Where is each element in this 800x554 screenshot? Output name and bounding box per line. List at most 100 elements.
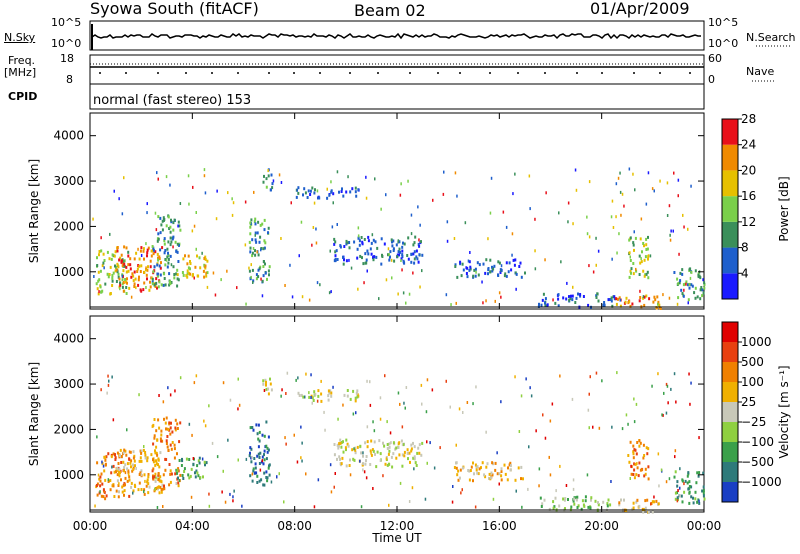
data-cell: [269, 377, 271, 381]
data-cell: [627, 422, 629, 426]
data-cell: [205, 274, 208, 278]
data-cell: [688, 286, 691, 290]
data-cell: [410, 213, 413, 217]
data-cell: [164, 249, 167, 252]
data-cell: [694, 269, 697, 273]
data-cell: [339, 441, 342, 445]
data-cell: [630, 472, 633, 476]
data-cell: [478, 263, 481, 267]
data-cell: [606, 504, 609, 508]
data-cell: [472, 479, 474, 483]
data-cell: [653, 500, 656, 504]
data-cell: [702, 291, 705, 295]
data-cell: [404, 406, 406, 410]
data-cell: [588, 426, 590, 430]
data-cell: [494, 461, 497, 465]
data-cell: [133, 454, 136, 458]
data-cell: [280, 394, 282, 398]
data-cell: [176, 422, 179, 426]
nave-tick-top: 60: [708, 52, 722, 65]
data-cell: [411, 486, 414, 490]
data-cell: [123, 262, 126, 266]
data-cell: [182, 273, 185, 277]
data-cell: [134, 464, 136, 468]
data-cell: [401, 253, 404, 257]
data-cell: [636, 498, 639, 502]
freq-dot: [489, 72, 491, 74]
data-cell: [249, 250, 252, 254]
data-cell: [262, 462, 265, 466]
data-cell: [189, 262, 192, 265]
data-cell: [157, 177, 159, 181]
data-cell: [610, 299, 613, 303]
data-cell: [426, 440, 428, 444]
data-cell: [657, 302, 659, 306]
data-cell: [407, 257, 410, 261]
data-cell: [158, 465, 161, 469]
data-cell: [419, 223, 421, 227]
data-cell: [497, 260, 500, 264]
data-cell: [126, 462, 129, 466]
data-cell: [251, 254, 254, 258]
data-cell: [410, 443, 413, 447]
data-cell: [265, 185, 268, 189]
data-cell: [417, 205, 419, 209]
data-cell: [692, 501, 695, 505]
data-cell: [405, 386, 408, 389]
data-cell: [682, 283, 685, 287]
data-cell: [232, 495, 234, 499]
data-cell: [676, 491, 679, 495]
data-cell: [653, 295, 656, 299]
data-cell: [255, 423, 258, 427]
data-cell: [355, 391, 358, 395]
data-cell: [631, 507, 634, 511]
data-cell: [165, 224, 168, 228]
data-cell: [492, 497, 495, 501]
data-cell: [151, 277, 154, 281]
data-cell: [567, 220, 569, 224]
data-cell: [597, 249, 600, 253]
data-cell: [151, 469, 154, 473]
data-cell: [317, 478, 320, 482]
data-cell: [123, 264, 126, 268]
data-cell: [398, 253, 401, 257]
data-cell: [679, 467, 681, 471]
data-cell: [146, 202, 148, 206]
data-cell: [597, 503, 600, 507]
data-cell: [190, 495, 193, 499]
data-cell: [698, 501, 701, 505]
data-cell: [206, 285, 209, 289]
x-tick-label: 04:00: [175, 519, 210, 533]
data-cell: [298, 394, 301, 397]
data-cell: [567, 201, 570, 205]
data-cell: [262, 260, 265, 263]
data-cell: [263, 228, 266, 232]
data-cell: [265, 457, 268, 461]
data-cell: [651, 510, 654, 514]
data-cell: [632, 172, 634, 176]
data-cell: [99, 490, 101, 494]
data-cell: [140, 469, 143, 473]
data-cell: [358, 243, 361, 247]
data-cell: [260, 478, 263, 482]
data-cell: [257, 253, 260, 257]
data-cell: [261, 279, 264, 283]
data-cell: [615, 215, 617, 219]
data-cell: [538, 467, 541, 471]
data-cell: [421, 441, 424, 445]
data-cell: [638, 299, 641, 303]
colorbar-swatch: [722, 402, 738, 422]
data-cell: [552, 506, 555, 510]
data-cell: [597, 299, 600, 303]
data-cell: [254, 233, 256, 237]
data-cell: [651, 384, 653, 388]
data-cell: [413, 455, 416, 459]
data-cell: [261, 294, 264, 298]
freq-dot: [409, 72, 411, 74]
colorbar-label: Velocity [m s⁻¹]: [777, 365, 791, 458]
data-cell: [150, 453, 153, 457]
data-cell: [333, 453, 336, 457]
data-cell: [165, 416, 168, 420]
data-cell: [107, 452, 110, 456]
data-cell: [127, 469, 130, 473]
